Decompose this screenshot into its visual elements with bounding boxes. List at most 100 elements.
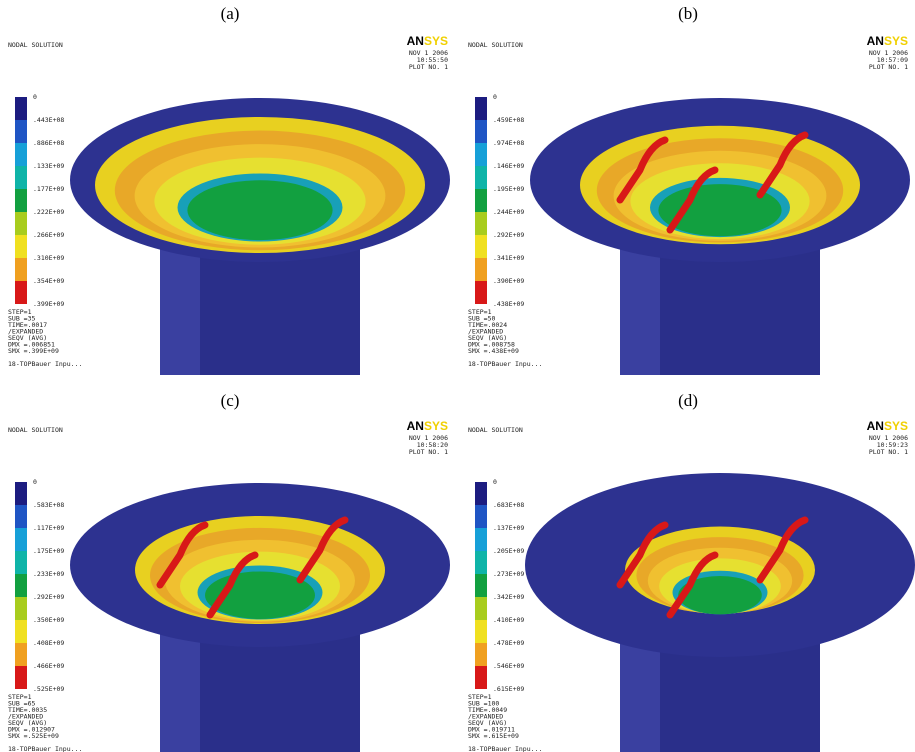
ansys-logo: ANSYS xyxy=(407,34,448,48)
legend-label: .175E+09 xyxy=(33,547,64,555)
legend-swatch xyxy=(475,120,487,143)
plot-footer: 18-TOPBauer Inpu... xyxy=(468,360,542,368)
logo-part: SYS xyxy=(884,419,908,433)
legend-swatch xyxy=(475,505,487,528)
legend-label: .195E+09 xyxy=(493,185,524,193)
legend-label: .205E+09 xyxy=(493,547,524,555)
legend-swatch xyxy=(15,97,27,120)
legend-label: .615E+09 xyxy=(493,685,524,693)
plot-stamp: PLOT NO. 1 xyxy=(409,448,448,456)
logo-part: AN xyxy=(867,419,884,433)
legend-swatch xyxy=(475,235,487,258)
legend-label: .292E+09 xyxy=(33,593,64,601)
legend-swatch xyxy=(475,97,487,120)
legend-swatch xyxy=(15,258,27,281)
legend-swatch xyxy=(475,528,487,551)
legend-swatch xyxy=(15,212,27,235)
plot-header: NODAL SOLUTION xyxy=(468,41,523,49)
logo-part: SYS xyxy=(884,34,908,48)
legend-label: .886E+08 xyxy=(33,139,64,147)
legend-swatch xyxy=(475,482,487,505)
logo-part: AN xyxy=(867,34,884,48)
legend-swatch xyxy=(15,643,27,666)
logo-part: AN xyxy=(407,419,424,433)
legend-swatch xyxy=(15,528,27,551)
legend-swatch xyxy=(15,482,27,505)
legend-label: .177E+09 xyxy=(33,185,64,193)
legend-swatch xyxy=(15,120,27,143)
legend-label: .137E+09 xyxy=(493,524,524,532)
legend-label: .222E+09 xyxy=(33,208,64,216)
legend-swatch xyxy=(475,143,487,166)
bowl-ring xyxy=(187,180,332,240)
legend-swatch xyxy=(475,551,487,574)
legend-label: .310E+09 xyxy=(33,254,64,262)
legend-label: 0 xyxy=(493,478,497,486)
legend-swatch xyxy=(475,281,487,304)
plot-header: NODAL SOLUTION xyxy=(8,41,63,49)
plot-header: NODAL SOLUTION xyxy=(8,426,63,434)
ansys-logo: ANSYS xyxy=(867,419,908,433)
legend-swatch xyxy=(15,143,27,166)
legend-label: .683E+08 xyxy=(493,501,524,509)
legend-label: .974E+08 xyxy=(493,139,524,147)
legend-label: 0 xyxy=(33,93,37,101)
ansys-plot: NODAL SOLUTIONANSYSNOV 1 200610:55:50PLO… xyxy=(8,34,450,375)
legend-label: .341E+09 xyxy=(493,254,524,262)
caption: (d) xyxy=(678,391,698,410)
legend-swatch xyxy=(475,166,487,189)
legend-label: .546E+09 xyxy=(493,662,524,670)
logo-part: AN xyxy=(407,34,424,48)
legend-label: .459E+08 xyxy=(493,116,524,124)
legend-swatch xyxy=(475,258,487,281)
caption: (b) xyxy=(678,4,698,23)
legend-label: .390E+09 xyxy=(493,277,524,285)
legend-label: .438E+09 xyxy=(493,300,524,308)
legend-swatch xyxy=(15,235,27,258)
ansys-logo: ANSYS xyxy=(867,34,908,48)
legend-swatch xyxy=(475,189,487,212)
plot-info: SMX =.525E+09 xyxy=(8,732,59,740)
legend-swatch xyxy=(475,597,487,620)
figure: (a)NODAL SOLUTIONANSYSNOV 1 200610:55:50… xyxy=(0,0,915,752)
legend-label: .466E+09 xyxy=(33,662,64,670)
plot-info: SMX =.438E+09 xyxy=(468,347,519,355)
legend-label: .583E+08 xyxy=(33,501,64,509)
logo-part: SYS xyxy=(424,34,448,48)
legend-label: .525E+09 xyxy=(33,685,64,693)
plot-stamp: PLOT NO. 1 xyxy=(409,63,448,71)
legend-swatch xyxy=(15,505,27,528)
legend-swatch xyxy=(475,643,487,666)
legend-swatch xyxy=(475,620,487,643)
ansys-plot: NODAL SOLUTIONANSYSNOV 1 200610:57:09PLO… xyxy=(468,34,910,375)
legend-label: 0 xyxy=(33,478,37,486)
legend-label: .244E+09 xyxy=(493,208,524,216)
legend-swatch xyxy=(15,551,27,574)
plot-info: SMX =.615E+09 xyxy=(468,732,519,740)
legend-swatch xyxy=(475,574,487,597)
ansys-plot: NODAL SOLUTIONANSYSNOV 1 200610:58:20PLO… xyxy=(8,419,450,752)
plot-footer: 18-TOPBauer Inpu... xyxy=(8,745,82,752)
plot-info: SMX =.399E+09 xyxy=(8,347,59,355)
legend-label: .399E+09 xyxy=(33,300,64,308)
legend-swatch xyxy=(15,620,27,643)
plot-header: NODAL SOLUTION xyxy=(468,426,523,434)
legend-label: .350E+09 xyxy=(33,616,64,624)
legend-label: .133E+09 xyxy=(33,162,64,170)
plot-stamp: PLOT NO. 1 xyxy=(869,63,908,71)
legend-swatch xyxy=(15,597,27,620)
plot-stamp: PLOT NO. 1 xyxy=(869,448,908,456)
legend-label: .117E+09 xyxy=(33,524,64,532)
ansys-logo: ANSYS xyxy=(407,419,448,433)
legend-label: .273E+09 xyxy=(493,570,524,578)
legend-label: .410E+09 xyxy=(493,616,524,624)
legend-swatch xyxy=(15,666,27,689)
plot-footer: 18-TOPBauer Inpu... xyxy=(468,745,542,752)
legend-swatch xyxy=(15,574,27,597)
legend-label: 0 xyxy=(493,93,497,101)
legend-swatch xyxy=(15,281,27,304)
legend-label: .354E+09 xyxy=(33,277,64,285)
caption: (a) xyxy=(221,4,240,23)
plot-footer: 18-TOPBauer Inpu... xyxy=(8,360,82,368)
legend-label: .292E+09 xyxy=(493,231,524,239)
